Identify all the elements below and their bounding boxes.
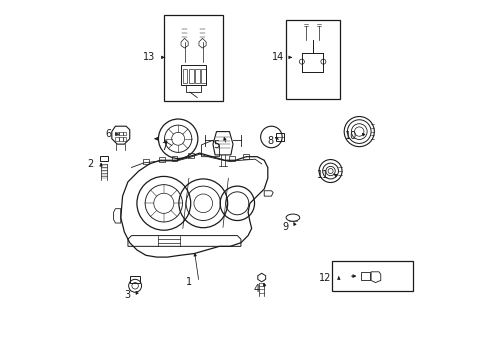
Bar [201,69,205,83]
Bar [159,157,164,162]
Bar [360,272,369,280]
Text: 14: 14 [271,52,284,62]
Bar [122,137,126,140]
Bar [163,15,223,101]
Bar [275,133,283,141]
Bar [171,156,177,161]
Text: 1: 1 [185,277,191,287]
Text: 13: 13 [142,52,155,62]
Bar [228,156,234,161]
Bar [285,21,339,99]
Bar [115,137,119,140]
Bar [195,69,199,83]
Bar [181,65,206,85]
Bar [183,69,187,83]
Text: 11: 11 [316,170,328,180]
Bar [100,156,107,161]
Bar [122,132,126,135]
Text: 8: 8 [267,136,273,146]
Bar [119,132,122,135]
Bar [130,276,140,283]
Bar [188,69,193,83]
Text: 5: 5 [213,140,219,150]
Text: 4: 4 [253,284,259,294]
Text: 12: 12 [319,273,331,283]
Text: 10: 10 [345,131,357,141]
Bar [119,137,122,140]
Bar [187,153,193,158]
Bar [142,159,148,164]
Text: 6: 6 [105,129,111,139]
Text: 2: 2 [87,159,94,169]
Text: 3: 3 [124,291,131,301]
Text: 7: 7 [161,142,167,152]
Bar [332,261,412,291]
Bar [115,132,119,135]
Bar [243,154,249,159]
Text: 9: 9 [282,222,288,232]
